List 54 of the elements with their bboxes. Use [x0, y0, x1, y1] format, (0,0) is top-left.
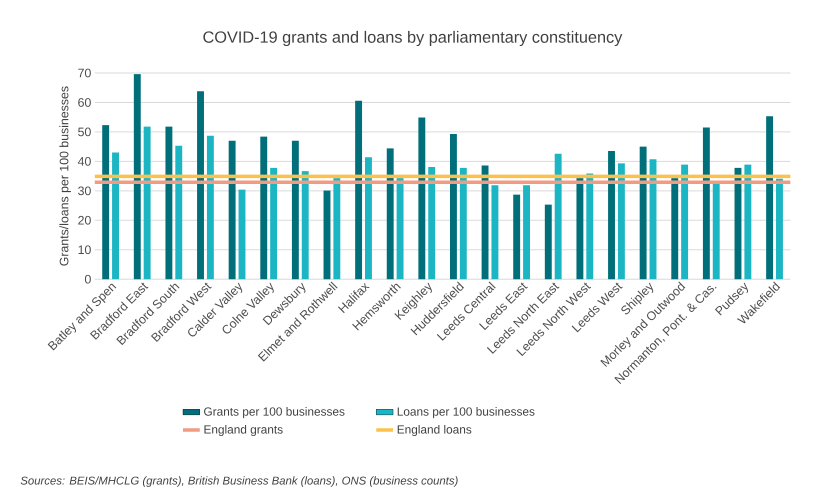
y-tick-label: 50	[78, 127, 91, 136]
bar	[640, 146, 647, 280]
y-tick-label: 30	[78, 186, 91, 196]
bar	[450, 134, 457, 280]
bar	[576, 178, 584, 280]
bar	[324, 190, 330, 280]
bar	[671, 178, 678, 280]
bar	[702, 127, 710, 280]
y-tick-label: 40	[78, 156, 91, 166]
bar	[544, 204, 552, 280]
bar	[206, 136, 214, 280]
bar	[102, 124, 110, 280]
bar	[681, 164, 688, 280]
legend-label: England grants	[204, 424, 283, 436]
bar	[270, 168, 278, 280]
bar	[418, 117, 426, 280]
legend-label: Grants per 100 businesses	[204, 406, 345, 418]
y-tick-label: 0	[84, 274, 91, 284]
bar	[144, 126, 151, 280]
bar	[197, 91, 204, 280]
bar	[428, 166, 436, 280]
bar	[650, 159, 656, 280]
bar	[766, 116, 774, 280]
legend-label: England loans	[398, 424, 472, 436]
bar	[712, 184, 720, 280]
bar	[554, 154, 562, 280]
bar	[165, 126, 172, 280]
bar	[491, 185, 498, 280]
bar	[482, 165, 489, 280]
y-tick-label: 10	[78, 245, 91, 254]
bar	[355, 100, 362, 280]
bar	[734, 168, 742, 280]
bar	[513, 194, 520, 280]
bar	[396, 178, 404, 280]
chart-title: COVID-19 grants and loans by parliamentary constituency	[203, 30, 622, 46]
bar	[228, 140, 236, 280]
bar	[112, 152, 119, 280]
y-tick-label: 20	[78, 216, 91, 225]
bar	[460, 168, 467, 280]
bar	[776, 178, 783, 280]
bar	[238, 190, 246, 280]
y-tick-label: 60	[78, 98, 91, 107]
bar	[134, 74, 141, 280]
y-axis-title: Grants/loans per 100 businesses	[59, 86, 71, 266]
bar	[292, 140, 299, 280]
bar	[618, 163, 625, 280]
bar	[523, 185, 530, 280]
source-note: Sources: BEIS/MHCLG (grants), British Business Bank (loans), ONS (business counts)	[20, 476, 458, 487]
legend-label: Loans per 100 businesses	[398, 406, 535, 418]
bar	[333, 178, 340, 280]
y-tick-label: 70	[78, 68, 91, 78]
bar	[608, 150, 615, 280]
bar	[365, 157, 372, 280]
bar	[744, 164, 752, 280]
